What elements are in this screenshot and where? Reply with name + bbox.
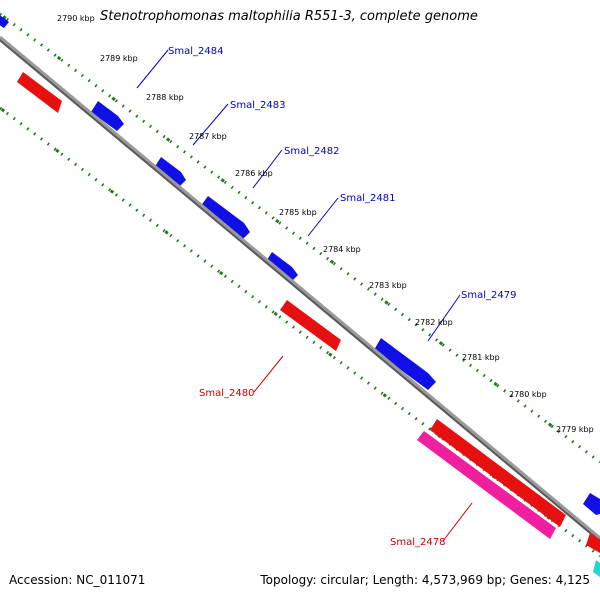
- genome-backbone-shadow: [0, 37, 600, 542]
- gene-arrow-smal-2477[interactable]: [583, 493, 600, 515]
- genome-backbone: [0, 35, 600, 540]
- gene-label-smal-2484[interactable]: Smal_2484: [168, 46, 223, 57]
- gene-arrow-smal-2476[interactable]: [586, 533, 600, 553]
- gene-arrow-smal-2479[interactable]: [374, 338, 436, 390]
- scale-label-2784: 2784 kbp: [323, 245, 361, 254]
- gene-label-smal-2482[interactable]: Smal_2482: [284, 146, 339, 157]
- genome-title: Stenotrophomonas maltophilia R551-3, com…: [100, 9, 478, 24]
- scale-minor-ticks: [0, 12, 600, 464]
- scale-label-2787: 2787 kbp: [189, 132, 227, 141]
- scale-label-2780: 2780 kbp: [509, 390, 547, 399]
- scale-label-2786: 2786 kbp: [235, 169, 273, 178]
- gene-arrow-smal-2483[interactable]: [154, 157, 186, 187]
- gene-label-smal-2481[interactable]: Smal_2481: [340, 193, 395, 204]
- leader-smal-2483: [192, 103, 229, 146]
- genome-summary-text: Topology: circular; Length: 4,573,969 bp…: [260, 573, 590, 587]
- leader-smal-2479: [427, 294, 461, 342]
- gene-arrow-smal-2481[interactable]: [265, 252, 298, 282]
- scale-label-2783: 2783 kbp: [369, 281, 407, 290]
- scale-label-2782: 2782 kbp: [415, 318, 453, 327]
- gene-arrow-smal-2480[interactable]: [280, 300, 341, 351]
- leader-smal-2482: [252, 149, 283, 189]
- leader-smal-2480: [253, 355, 284, 393]
- gene-arrow-smal-2482[interactable]: [200, 196, 250, 239]
- scale-label-2789: 2789 kbp: [100, 54, 138, 63]
- scale-label-2785: 2785 kbp: [279, 208, 317, 217]
- leader-smal-2481: [307, 197, 339, 237]
- gene-arrow-smal-2478[interactable]: [417, 431, 556, 539]
- scale-label-2790: 2790 kbp: [57, 14, 95, 23]
- gene-arrow-smal-2478a[interactable]: [430, 419, 566, 527]
- gene-arrow-smal-2490[interactable]: [0, 14, 9, 28]
- scale-label-2781: 2781 kbp: [462, 353, 500, 362]
- leader-smal-2484: [136, 49, 169, 89]
- inner-minor-ticks: [0, 106, 600, 558]
- gene-label-smal-2478[interactable]: Smal_2478: [390, 537, 445, 548]
- leader-smal-2478: [442, 502, 473, 542]
- scale-label-2779: 2779 kbp: [556, 425, 594, 434]
- gene-label-smal-2479[interactable]: Smal_2479: [461, 290, 516, 301]
- gene-arrow-smal-2475[interactable]: [593, 560, 600, 577]
- gene-arrow-smal-2484[interactable]: [91, 101, 124, 131]
- accession-text: Accession: NC_011071: [9, 573, 146, 587]
- gene-label-smal-2480[interactable]: Smal_2480: [199, 388, 254, 399]
- scale-label-2788: 2788 kbp: [146, 93, 184, 102]
- gene-arrow-smal-2485[interactable]: [17, 72, 62, 113]
- gene-label-smal-2483[interactable]: Smal_2483: [230, 100, 285, 111]
